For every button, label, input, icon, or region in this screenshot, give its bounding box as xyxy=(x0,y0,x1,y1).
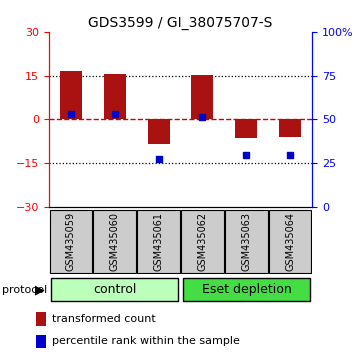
Point xyxy=(243,152,249,157)
Text: Eset depletion: Eset depletion xyxy=(201,284,291,296)
Text: ▶: ▶ xyxy=(35,284,44,296)
Bar xyxy=(49,210,92,273)
Text: GSM435062: GSM435062 xyxy=(197,212,208,271)
Point xyxy=(287,152,293,157)
Point xyxy=(112,111,117,116)
Bar xyxy=(93,210,136,273)
Bar xyxy=(269,210,312,273)
Text: GSM435064: GSM435064 xyxy=(285,212,295,271)
Text: percentile rank within the sample: percentile rank within the sample xyxy=(52,336,240,346)
Text: transformed count: transformed count xyxy=(52,314,156,324)
Bar xyxy=(181,210,223,273)
Bar xyxy=(138,210,180,273)
Bar xyxy=(191,75,213,120)
Bar xyxy=(183,279,310,301)
Point xyxy=(156,156,161,162)
Bar xyxy=(235,120,257,138)
Point xyxy=(200,114,205,119)
Text: GSM435061: GSM435061 xyxy=(153,212,164,271)
Text: GSM435060: GSM435060 xyxy=(110,212,119,271)
Bar xyxy=(104,74,126,120)
Bar xyxy=(51,279,178,301)
Text: control: control xyxy=(93,284,136,296)
Text: protocol: protocol xyxy=(2,285,47,295)
Text: GSM435059: GSM435059 xyxy=(66,212,76,271)
Bar xyxy=(279,120,301,137)
Bar xyxy=(60,71,82,120)
Bar xyxy=(225,210,268,273)
Bar xyxy=(36,335,47,348)
Point xyxy=(68,111,74,116)
Bar xyxy=(36,313,47,326)
Bar xyxy=(148,120,170,144)
Text: GDS3599 / GI_38075707-S: GDS3599 / GI_38075707-S xyxy=(88,16,273,30)
Text: GSM435063: GSM435063 xyxy=(242,212,251,271)
